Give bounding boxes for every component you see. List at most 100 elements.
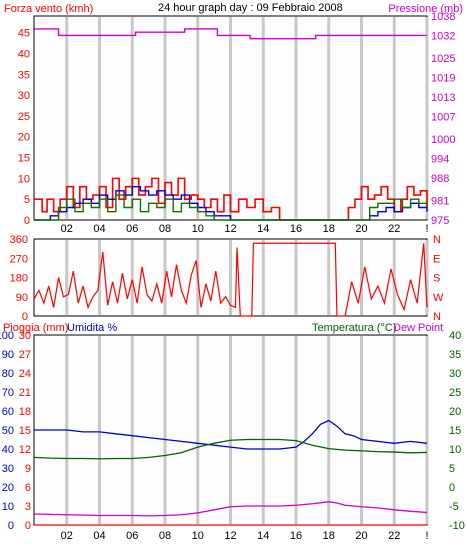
rain-tick-label: 3 [25, 501, 31, 513]
temperature-tick-label: 15 [449, 425, 461, 437]
rain-tick-label: 6 [25, 482, 31, 494]
hour-tick-label: 16 [290, 223, 302, 235]
temperature-tick-label: 30 [449, 368, 461, 380]
hour-tick-label: 10 [192, 530, 204, 542]
compass-tick-label: N [433, 311, 441, 323]
rain-tick-label: 18 [19, 406, 31, 418]
hour-tick-label: 12 [224, 223, 236, 235]
hour-tick-label: 16 [290, 530, 302, 542]
meteo-panel-series [33, 419, 428, 526]
pressure-tick-label: 975 [431, 215, 449, 227]
wind-panel-series [34, 28, 428, 221]
rain-tick-label: 27 [19, 349, 31, 361]
rain-tick-label: 0 [25, 520, 31, 532]
temperature-tick-label: 20 [449, 406, 461, 418]
direction-tick-label: 360 [10, 234, 28, 246]
humidity-tick-label: 80 [2, 368, 14, 380]
direction-tick-label: 90 [16, 292, 28, 304]
direction-tick-label: 180 [10, 273, 28, 285]
humidity-tick-label: 60 [2, 406, 14, 418]
wind-tick-label: 40 [18, 48, 30, 60]
hour-tick-label: 06 [126, 223, 138, 235]
temperature-axis-label: Temperatura (°C) [312, 322, 396, 334]
hour-tick-label: ! [425, 530, 428, 542]
rain-tick-label: 9 [25, 463, 31, 475]
rain-tick-label: 15 [19, 425, 31, 437]
temperature-tick-label: 0 [449, 482, 455, 494]
hour-tick-label: 02 [61, 223, 73, 235]
pressure-tick-label: 1000 [431, 134, 455, 146]
pressure-axis-label: Pressione (mb) [388, 3, 463, 15]
hour-tick-label: 02 [61, 530, 73, 542]
compass-tick-label: S [433, 273, 440, 285]
dew-point-line [33, 501, 428, 517]
humidity-tick-label: 0 [8, 520, 14, 532]
hour-tick-label: ! [425, 223, 428, 235]
wind-tick-label: 30 [18, 90, 30, 102]
compass-tick-label: N [433, 234, 441, 246]
wind-tick-label: 20 [18, 132, 30, 144]
wind-tick-label: 25 [18, 111, 30, 123]
temperature-tick-label: 10 [449, 444, 461, 456]
pressure-tick-label: 988 [431, 173, 449, 185]
pressure-tick-label: 994 [431, 153, 449, 165]
wind-direction-line [33, 242, 428, 317]
hour-tick-label: 20 [355, 530, 367, 542]
wind-tick-label: 10 [18, 173, 30, 185]
temperature-tick-label: 25 [449, 387, 461, 399]
wind-gust-line [34, 194, 428, 221]
temperature-tick-label: 5 [449, 463, 455, 475]
wind-tick-label: 0 [24, 215, 30, 227]
temperature-tick-label: -10 [449, 520, 465, 532]
pressure-tick-label: 1038 [431, 11, 455, 23]
rain-tick-label: 12 [19, 444, 31, 456]
chart-title: 24 hour graph day : 09 Febbraio 2008 [158, 2, 343, 14]
meteo-panel-ticks: 0102030405060708090100036912151821242730… [0, 330, 465, 542]
rain-tick-label: 30 [19, 330, 31, 342]
temperature-tick-label: 35 [449, 349, 461, 361]
rain-tick-label: 24 [19, 368, 31, 380]
direction-panel-grid [65, 240, 429, 315]
pressure-tick-label: 1007 [431, 111, 455, 123]
hour-tick-label: 04 [93, 223, 105, 235]
rain-axis-label: Pioggia (mm) [3, 322, 68, 334]
humidity-tick-label: 100 [0, 330, 14, 342]
humidity-tick-label: 70 [2, 387, 14, 399]
wind-axis-label: Forza vento (kmh) [4, 3, 93, 15]
rain-tick-label: 21 [19, 387, 31, 399]
meteo-panel-grid [65, 336, 429, 524]
pressure-tick-label: 1013 [431, 92, 455, 104]
hour-tick-label: 22 [388, 530, 400, 542]
humidity-tick-label: 90 [2, 349, 14, 361]
hour-tick-label: 10 [192, 223, 204, 235]
hour-tick-label: 20 [355, 223, 367, 235]
pressure-tick-label: 1032 [431, 30, 455, 42]
pressure-tick-label: 981 [431, 196, 449, 208]
compass-tick-label: E [433, 253, 440, 265]
temperature-tick-label: 40 [449, 330, 461, 342]
wind-tick-label: 15 [18, 153, 30, 165]
temperature-tick-label: -5 [449, 501, 459, 513]
direction-panel-series [33, 242, 428, 317]
hour-tick-label: 14 [257, 223, 269, 235]
humidity-tick-label: 40 [2, 444, 14, 456]
direction-tick-label: 0 [22, 311, 28, 323]
direction-tick-label: 270 [10, 253, 28, 265]
humidity-tick-label: 30 [2, 463, 14, 475]
hour-tick-label: 06 [126, 530, 138, 542]
hour-tick-label: 08 [159, 530, 171, 542]
hour-tick-label: 04 [93, 530, 105, 542]
hour-tick-label: 18 [323, 223, 335, 235]
wind-tick-label: 35 [18, 69, 30, 81]
humidity-tick-label: 10 [2, 501, 14, 513]
hour-tick-label: 14 [257, 530, 269, 542]
pressure-line [34, 28, 427, 40]
humidity-axis-label: Umidita % [67, 322, 117, 334]
wind-avg-line [34, 185, 428, 221]
pressure-tick-label: 1019 [431, 73, 455, 85]
humidity-line [34, 419, 428, 450]
humidity-tick-label: 20 [2, 482, 14, 494]
